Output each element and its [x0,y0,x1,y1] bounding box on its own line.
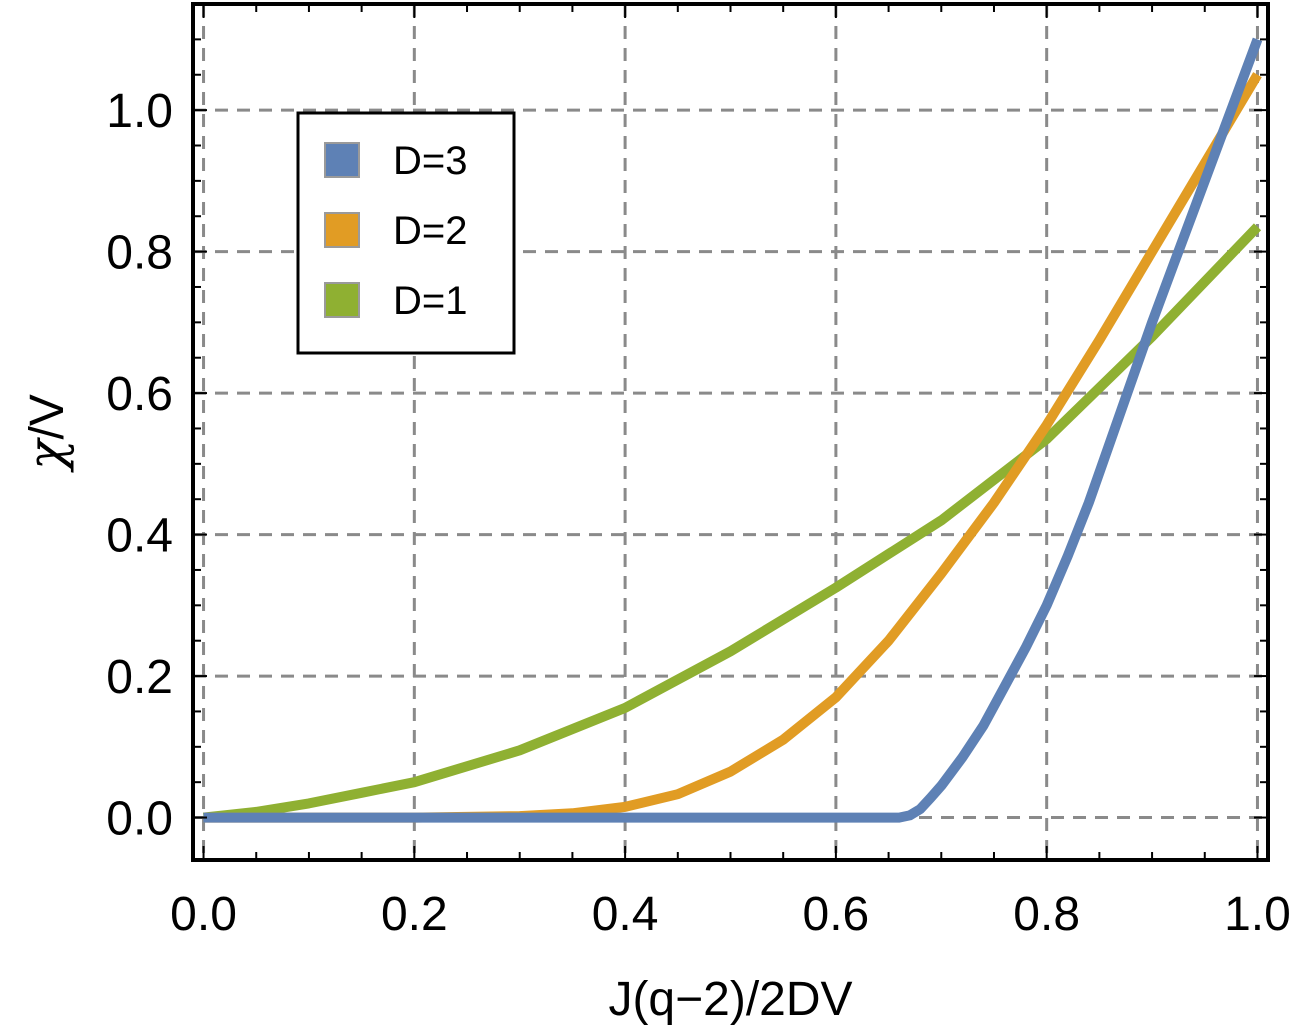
x-tick-label: 0.0 [170,888,237,941]
legend-swatch [324,282,360,318]
y-axis-label-symbol: χ [17,437,75,473]
x-tick-label: 0.6 [803,888,870,941]
x-tick-label: 1.0 [1224,888,1291,941]
x-axis-label: J(q−2)/2DV [608,973,852,1026]
legend-swatch [324,142,360,178]
x-tick-label: 0.2 [381,888,448,941]
axis-ticks: 0.0 0.2 0.4 0.6 0.8 1.0 0.0 0.2 0.4 0.6 0.8 1.0 [106,4,1291,941]
y-tick-label: 1.0 [106,85,173,138]
x-tick-label: 0.8 [1013,888,1080,941]
y-tick-label: 0.4 [106,510,173,563]
y-axis-label: χ/V [17,394,75,473]
y-tick-label: 0.2 [106,651,173,704]
series-line-d1 [202,223,1262,823]
y-tick-label: 0.8 [106,227,173,280]
y-tick-label: 0.0 [106,793,173,846]
legend-swatch [324,212,360,248]
legend-label: D=3 [393,139,468,183]
legend-label: D=2 [393,209,468,253]
legend: D=3 D=2 D=1 [296,111,516,355]
y-tick-label: 0.6 [106,368,173,421]
x-tick-label: 0.4 [592,888,659,941]
y-axis-label-unit: /V [21,394,74,439]
legend-label: D=1 [393,279,468,323]
series-line-d3 [203,37,1263,823]
plot-lines [202,37,1263,823]
